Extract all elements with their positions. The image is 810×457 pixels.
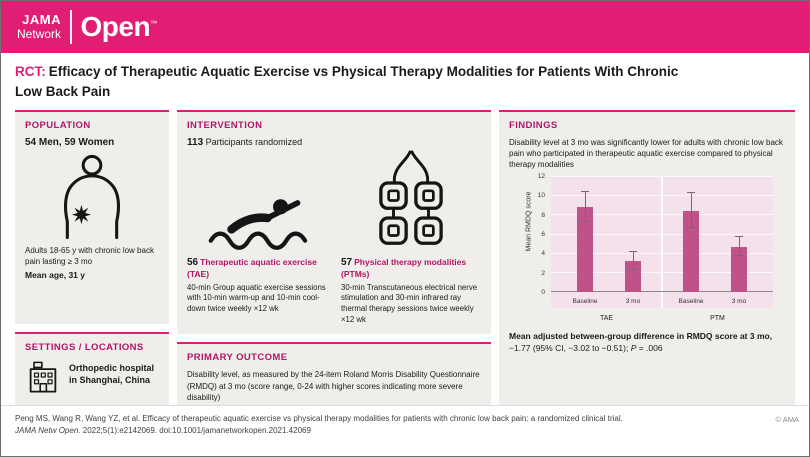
error-bar-cap xyxy=(581,221,589,223)
arm-ptm-count: 57 xyxy=(341,256,353,268)
error-bar-cap xyxy=(735,235,743,237)
y-tick-label: 8 xyxy=(541,211,545,219)
randomized-label: Participants randomized xyxy=(203,136,303,147)
y-axis-label: Mean RMDQ score xyxy=(525,191,533,252)
population-header: POPULATION xyxy=(25,119,91,131)
back-pain-icon xyxy=(25,153,159,241)
citation-line2: JAMA Netw Open. 2022;5(1):e2142069. doi:… xyxy=(15,426,311,436)
page-title: RCT: Efficacy of Therapeutic Aquatic Exer… xyxy=(1,53,711,110)
citation-line1: Peng MS, Wang R, Wang YZ, et al. Efficac… xyxy=(15,414,623,423)
x-tick-label: 3 mo xyxy=(625,298,641,306)
findings-result: Mean adjusted between-group difference i… xyxy=(509,330,785,355)
bar-ptm-3-mo xyxy=(731,246,747,293)
logo-network-text: Network xyxy=(17,26,62,41)
y-tick-label: 2 xyxy=(541,269,545,277)
trademark-symbol: ™ xyxy=(150,20,157,28)
masthead: JAMA Network Open™ xyxy=(1,1,809,53)
population-mean-age: Mean age, 31 y xyxy=(25,269,86,280)
error-bar-line xyxy=(584,191,586,223)
y-tick-label: 10 xyxy=(537,192,545,200)
group-label-tae: TAE xyxy=(599,315,614,323)
x-tick-label: Baseline xyxy=(572,298,598,306)
result-value: −1.77 (95% CI, −3.02 to −0.51); P = .006 xyxy=(509,343,663,354)
logo-jama-text: JAMA xyxy=(22,12,62,28)
error-bar-line xyxy=(738,236,740,257)
chart-plot-area: Baseline 3 mo Baseline 3 mo xyxy=(551,175,773,309)
arm-ptm-title: 57 Physical therapy modalities (PTMs) xyxy=(341,256,467,279)
randomized-line: 113 Participants randomized xyxy=(187,137,481,148)
study-type-tag: RCT: xyxy=(15,64,46,79)
error-bar-cap xyxy=(687,227,695,229)
settings-header: SETTINGS / LOCATIONS xyxy=(25,341,144,353)
column-population: POPULATION 54 Men, 59 Women Adults 18-65… xyxy=(15,109,169,412)
x-tick-label: 3 mo xyxy=(731,298,747,306)
x-axis-line xyxy=(551,291,773,293)
error-bar-cap xyxy=(629,268,637,270)
settings-text: Orthopedic hospital in Shanghai, China xyxy=(69,362,155,386)
error-bar-cap xyxy=(687,192,695,194)
copyright: © AMA xyxy=(775,415,799,424)
result-label: Mean adjusted between-group difference i… xyxy=(509,331,773,342)
group-divider xyxy=(661,176,663,309)
arm-tae-description: 40-min Group aquatic exercise sessions w… xyxy=(187,282,326,314)
logo-open-text: Open™ xyxy=(80,11,158,42)
x-tick-label: Baseline xyxy=(678,298,704,306)
error-bar-cap xyxy=(629,251,637,253)
arm-tae-count: 56 xyxy=(187,256,199,268)
population-description: Adults 18-65 y with chronic low back pai… xyxy=(25,245,154,266)
error-bar-line xyxy=(690,193,692,229)
intervention-panel: INTERVENTION 113 Participants randomized xyxy=(177,109,491,335)
settings-panel: SETTINGS / LOCATIONS xyxy=(15,331,169,412)
arm-ptm: 57 Physical therapy modalities (PTMs) 30-… xyxy=(341,149,481,327)
error-bar-cap xyxy=(735,255,743,257)
population-stat: 54 Men, 59 Women xyxy=(25,136,115,148)
y-tick-label: 6 xyxy=(541,231,545,239)
arm-tae-title: 56 Therapeutic aquatic exercise (TAE) xyxy=(187,256,317,279)
arm-tae: 56 Therapeutic aquatic exercise (TAE) 40-… xyxy=(187,150,327,327)
primary-outcome-text: Disability level, as measured by the 24-… xyxy=(187,370,480,403)
column-findings: FINDINGS Disability level at 3 mo was si… xyxy=(499,109,795,412)
citation-footer: Peng MS, Wang R, Wang YZ, et al. Efficac… xyxy=(1,405,809,456)
findings-header: FINDINGS xyxy=(509,119,558,131)
randomized-count: 113 xyxy=(187,136,204,148)
hospital-icon xyxy=(25,359,61,395)
swimmer-icon xyxy=(187,150,327,256)
column-intervention: INTERVENTION 113 Participants randomized xyxy=(177,109,491,412)
findings-bar-chart: Baseline 3 mo Baseline 3 mo 0 2 4 6 8 10 12 TAE PTM M… xyxy=(515,173,773,323)
tens-pads-icon xyxy=(341,149,481,256)
intervention-header: INTERVENTION xyxy=(187,119,263,131)
bar-ptm-baseline xyxy=(683,210,699,293)
content-columns: POPULATION 54 Men, 59 Women Adults 18-65… xyxy=(1,109,809,412)
population-panel: POPULATION 54 Men, 59 Women Adults 18-65… xyxy=(15,109,169,324)
primary-outcome-panel: PRIMARY OUTCOME Disability level, as mea… xyxy=(177,342,491,412)
arm-ptm-description: 30-min Transcutaneous electrical nerve s… xyxy=(341,282,478,325)
error-bar-line xyxy=(632,252,634,270)
y-tick-label: 12 xyxy=(537,173,545,181)
findings-text: Disability level at 3 mo was significant… xyxy=(509,137,783,169)
findings-panel: FINDINGS Disability level at 3 mo was si… xyxy=(499,109,795,412)
group-label-ptm: PTM xyxy=(710,315,725,323)
jama-network-logo: JAMA Network xyxy=(17,12,62,41)
y-tick-label: 4 xyxy=(541,250,545,258)
error-bar-cap xyxy=(581,190,589,192)
y-tick-label: 0 xyxy=(541,289,545,297)
bar-tae-baseline xyxy=(577,206,593,293)
primary-outcome-header: PRIMARY OUTCOME xyxy=(187,352,288,364)
title-text: Efficacy of Therapeutic Aquatic Exercise… xyxy=(15,64,679,100)
logo-divider xyxy=(70,10,72,44)
